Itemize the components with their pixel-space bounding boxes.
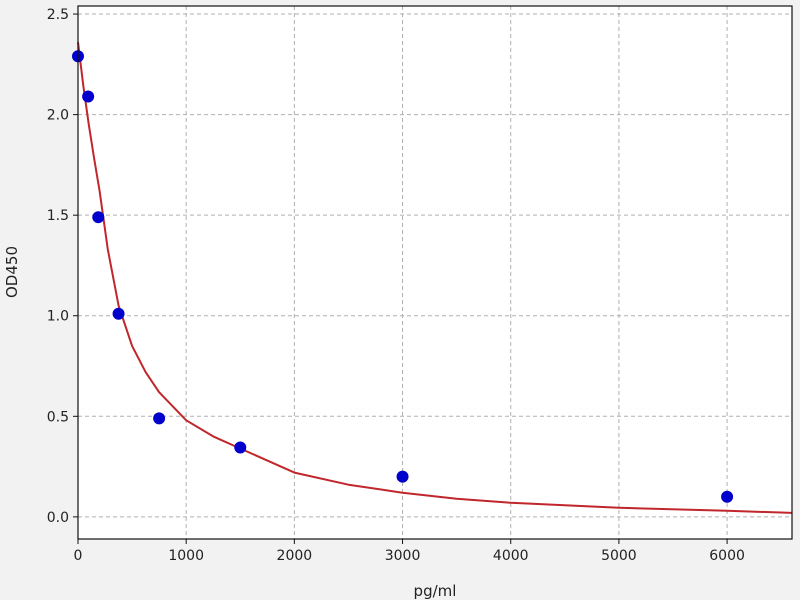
x-tick-label: 3000	[385, 548, 421, 564]
fit-curve	[77, 42, 793, 514]
data-point	[153, 412, 166, 425]
x-tick-label: 1000	[168, 548, 204, 564]
data-point	[112, 307, 125, 320]
y-axis-label: OD450	[3, 246, 21, 298]
data-points	[72, 50, 734, 503]
x-tick-label: 6000	[709, 548, 745, 564]
x-tick-label: 5000	[601, 548, 637, 564]
y-tick-label: 1.5	[47, 208, 69, 224]
y-tick-label: 2.5	[47, 7, 69, 23]
y-tick-label: 0.0	[47, 510, 69, 526]
x-tick-label: 0	[74, 548, 83, 564]
y-tick-label: 1.0	[47, 309, 69, 325]
x-tick-label: 2000	[277, 548, 313, 564]
grid	[77, 6, 792, 539]
y-tick-label: 2.0	[47, 108, 69, 124]
plot-frame	[77, 5, 793, 540]
x-tick-label: 4000	[493, 548, 529, 564]
plot-area	[78, 6, 792, 539]
x-axis-label: pg/ml	[414, 582, 457, 600]
data-point	[396, 470, 409, 483]
y-tick-label: 0.5	[47, 409, 69, 425]
x-axis: 0 1000 2000 3000 4000 5000 6000	[74, 539, 745, 564]
data-point	[82, 90, 95, 103]
y-axis: 0.0 0.5 1.0 1.5 2.0 2.5	[47, 7, 78, 526]
data-point	[92, 211, 105, 224]
data-point	[721, 490, 734, 503]
data-point	[234, 441, 247, 454]
